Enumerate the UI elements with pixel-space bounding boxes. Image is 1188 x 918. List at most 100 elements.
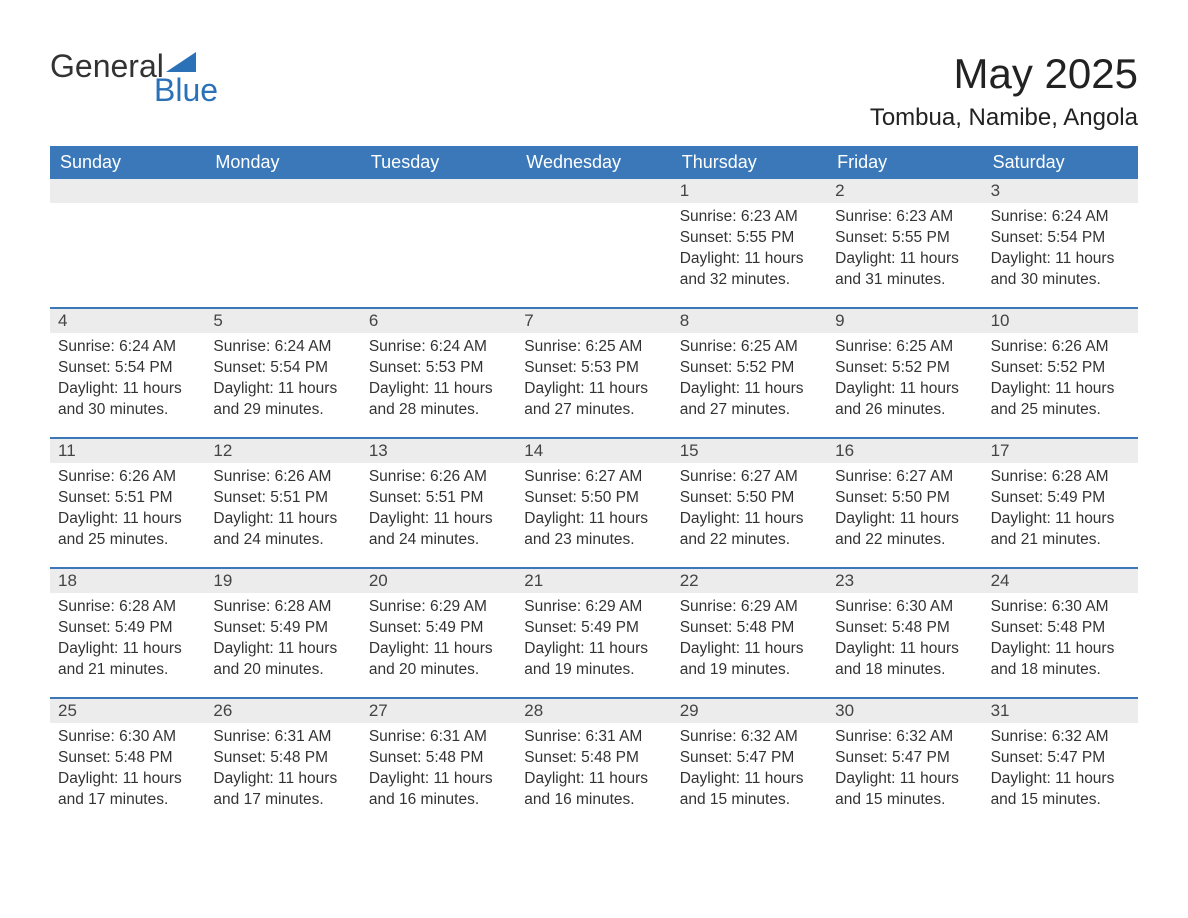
sunrise-line: Sunrise: 6:26 AM bbox=[213, 467, 352, 488]
calendar: SundayMondayTuesdayWednesdayThursdayFrid… bbox=[50, 146, 1138, 827]
sunset-line: Sunset: 5:50 PM bbox=[680, 488, 819, 509]
sunset-line: Sunset: 5:49 PM bbox=[991, 488, 1130, 509]
daylight-line: Daylight: 11 hours and 15 minutes. bbox=[991, 769, 1130, 811]
daylight-line: Daylight: 11 hours and 20 minutes. bbox=[213, 639, 352, 681]
sunrise-line: Sunrise: 6:25 AM bbox=[524, 337, 663, 358]
daylight-line: Daylight: 11 hours and 15 minutes. bbox=[835, 769, 974, 811]
day-number: 4 bbox=[50, 309, 205, 333]
calendar-day-cell: 19 Sunrise: 6:28 AMSunset: 5:49 PMDayligh… bbox=[205, 569, 360, 697]
daylight-line: Daylight: 11 hours and 32 minutes. bbox=[680, 249, 819, 291]
sunset-line: Sunset: 5:48 PM bbox=[991, 618, 1130, 639]
sunset-line: Sunset: 5:50 PM bbox=[835, 488, 974, 509]
sunset-line: Sunset: 5:51 PM bbox=[58, 488, 197, 509]
day-number: 3 bbox=[983, 179, 1138, 203]
daylight-line: Daylight: 11 hours and 20 minutes. bbox=[369, 639, 508, 681]
sunset-line: Sunset: 5:47 PM bbox=[680, 748, 819, 769]
daylight-line: Daylight: 11 hours and 18 minutes. bbox=[835, 639, 974, 681]
sunrise-line: Sunrise: 6:31 AM bbox=[524, 727, 663, 748]
day-number: 7 bbox=[516, 309, 671, 333]
sunset-line: Sunset: 5:55 PM bbox=[680, 228, 819, 249]
day-details: Sunrise: 6:27 AMSunset: 5:50 PMDaylight:… bbox=[827, 463, 982, 561]
sunrise-line: Sunrise: 6:24 AM bbox=[213, 337, 352, 358]
day-details: Sunrise: 6:26 AMSunset: 5:52 PMDaylight:… bbox=[983, 333, 1138, 431]
calendar-day-cell: 1Sunrise: 6:23 AMSunset: 5:55 PMDaylight… bbox=[672, 179, 827, 307]
sunrise-line: Sunrise: 6:28 AM bbox=[213, 597, 352, 618]
day-number: 13 bbox=[361, 439, 516, 463]
weekday-header: Sunday bbox=[50, 146, 205, 179]
title-block: May 2025 Tombua, Namibe, Angola bbox=[870, 50, 1138, 132]
day-details: Sunrise: 6:25 AMSunset: 5:52 PMDaylight:… bbox=[672, 333, 827, 431]
day-details: Sunrise: 6:26 AMSunset: 5:51 PMDaylight:… bbox=[205, 463, 360, 561]
sunset-line: Sunset: 5:52 PM bbox=[680, 358, 819, 379]
sunrise-line: Sunrise: 6:31 AM bbox=[369, 727, 508, 748]
calendar-day-cell: 27Sunrise: 6:31 AMSunset: 5:48 PMDayligh… bbox=[361, 699, 516, 827]
calendar-day-cell: 28Sunrise: 6:31 AMSunset: 5:48 PMDayligh… bbox=[516, 699, 671, 827]
day-number: 9 bbox=[827, 309, 982, 333]
sunset-line: Sunset: 5:55 PM bbox=[835, 228, 974, 249]
calendar-week: 11Sunrise: 6:26 AMSunset: 5:51 PMDayligh… bbox=[50, 437, 1138, 567]
logo-text-blue: Blue bbox=[154, 74, 218, 106]
sunrise-line: Sunrise: 6:26 AM bbox=[991, 337, 1130, 358]
sunset-line: Sunset: 5:47 PM bbox=[991, 748, 1130, 769]
sunrise-line: Sunrise: 6:30 AM bbox=[991, 597, 1130, 618]
day-number: 19 bbox=[205, 569, 360, 593]
sunrise-line: Sunrise: 6:24 AM bbox=[991, 207, 1130, 228]
day-details: Sunrise: 6:28 AMSunset: 5:49 PMDaylight:… bbox=[50, 593, 205, 691]
sunset-line: Sunset: 5:49 PM bbox=[213, 618, 352, 639]
day-number: 27 bbox=[361, 699, 516, 723]
daylight-line: Daylight: 11 hours and 24 minutes. bbox=[369, 509, 508, 551]
weekday-header: Thursday bbox=[672, 146, 827, 179]
weekday-header: Monday bbox=[205, 146, 360, 179]
sunrise-line: Sunrise: 6:25 AM bbox=[835, 337, 974, 358]
calendar-day-cell: 21Sunrise: 6:29 AMSunset: 5:49 PMDayligh… bbox=[516, 569, 671, 697]
calendar-day-cell: 23Sunrise: 6:30 AMSunset: 5:48 PMDayligh… bbox=[827, 569, 982, 697]
calendar-day-cell: 17Sunrise: 6:28 AMSunset: 5:49 PMDayligh… bbox=[983, 439, 1138, 567]
day-number: 16 bbox=[827, 439, 982, 463]
day-number: 1 bbox=[672, 179, 827, 203]
weekday-header: Tuesday bbox=[361, 146, 516, 179]
day-number: 23 bbox=[827, 569, 982, 593]
day-details: Sunrise: 6:32 AMSunset: 5:47 PMDaylight:… bbox=[983, 723, 1138, 821]
daylight-line: Daylight: 11 hours and 27 minutes. bbox=[524, 379, 663, 421]
weekday-header: Friday bbox=[827, 146, 982, 179]
day-details: Sunrise: 6:30 AMSunset: 5:48 PMDaylight:… bbox=[983, 593, 1138, 691]
day-number: 24 bbox=[983, 569, 1138, 593]
day-details: Sunrise: 6:24 AMSunset: 5:54 PMDaylight:… bbox=[983, 203, 1138, 301]
sunrise-line: Sunrise: 6:27 AM bbox=[680, 467, 819, 488]
day-number: 11 bbox=[50, 439, 205, 463]
daylight-line: Daylight: 11 hours and 21 minutes. bbox=[991, 509, 1130, 551]
daylight-line: Daylight: 11 hours and 17 minutes. bbox=[58, 769, 197, 811]
daylight-line: Daylight: 11 hours and 22 minutes. bbox=[835, 509, 974, 551]
day-number: 8 bbox=[672, 309, 827, 333]
calendar-day-cell bbox=[50, 179, 205, 307]
sunset-line: Sunset: 5:50 PM bbox=[524, 488, 663, 509]
day-number: 26 bbox=[205, 699, 360, 723]
day-details: Sunrise: 6:28 AMSunset: 5:49 PMDaylight:… bbox=[983, 463, 1138, 561]
day-details: Sunrise: 6:23 AMSunset: 5:55 PMDaylight:… bbox=[672, 203, 827, 301]
calendar-day-cell: 18Sunrise: 6:28 AMSunset: 5:49 PMDayligh… bbox=[50, 569, 205, 697]
sunset-line: Sunset: 5:54 PM bbox=[58, 358, 197, 379]
day-details: Sunrise: 6:32 AMSunset: 5:47 PMDaylight:… bbox=[672, 723, 827, 821]
daylight-line: Daylight: 11 hours and 22 minutes. bbox=[680, 509, 819, 551]
daylight-line: Daylight: 11 hours and 17 minutes. bbox=[213, 769, 352, 811]
sunrise-line: Sunrise: 6:29 AM bbox=[524, 597, 663, 618]
day-details: Sunrise: 6:27 AMSunset: 5:50 PMDaylight:… bbox=[516, 463, 671, 561]
sunrise-line: Sunrise: 6:32 AM bbox=[835, 727, 974, 748]
calendar-day-cell: 16Sunrise: 6:27 AMSunset: 5:50 PMDayligh… bbox=[827, 439, 982, 567]
sunset-line: Sunset: 5:49 PM bbox=[58, 618, 197, 639]
day-number bbox=[205, 179, 360, 203]
sunrise-line: Sunrise: 6:28 AM bbox=[991, 467, 1130, 488]
sunrise-line: Sunrise: 6:24 AM bbox=[58, 337, 197, 358]
sunrise-line: Sunrise: 6:27 AM bbox=[524, 467, 663, 488]
daylight-line: Daylight: 11 hours and 29 minutes. bbox=[213, 379, 352, 421]
sunset-line: Sunset: 5:53 PM bbox=[524, 358, 663, 379]
day-details: Sunrise: 6:31 AMSunset: 5:48 PMDaylight:… bbox=[516, 723, 671, 821]
day-details: Sunrise: 6:26 AMSunset: 5:51 PMDaylight:… bbox=[361, 463, 516, 561]
sunrise-line: Sunrise: 6:32 AM bbox=[991, 727, 1130, 748]
sunrise-line: Sunrise: 6:30 AM bbox=[58, 727, 197, 748]
daylight-line: Daylight: 11 hours and 16 minutes. bbox=[369, 769, 508, 811]
day-details: Sunrise: 6:24 AMSunset: 5:53 PMDaylight:… bbox=[361, 333, 516, 431]
day-number: 5 bbox=[205, 309, 360, 333]
day-number: 29 bbox=[672, 699, 827, 723]
day-details: Sunrise: 6:29 AMSunset: 5:49 PMDaylight:… bbox=[361, 593, 516, 691]
